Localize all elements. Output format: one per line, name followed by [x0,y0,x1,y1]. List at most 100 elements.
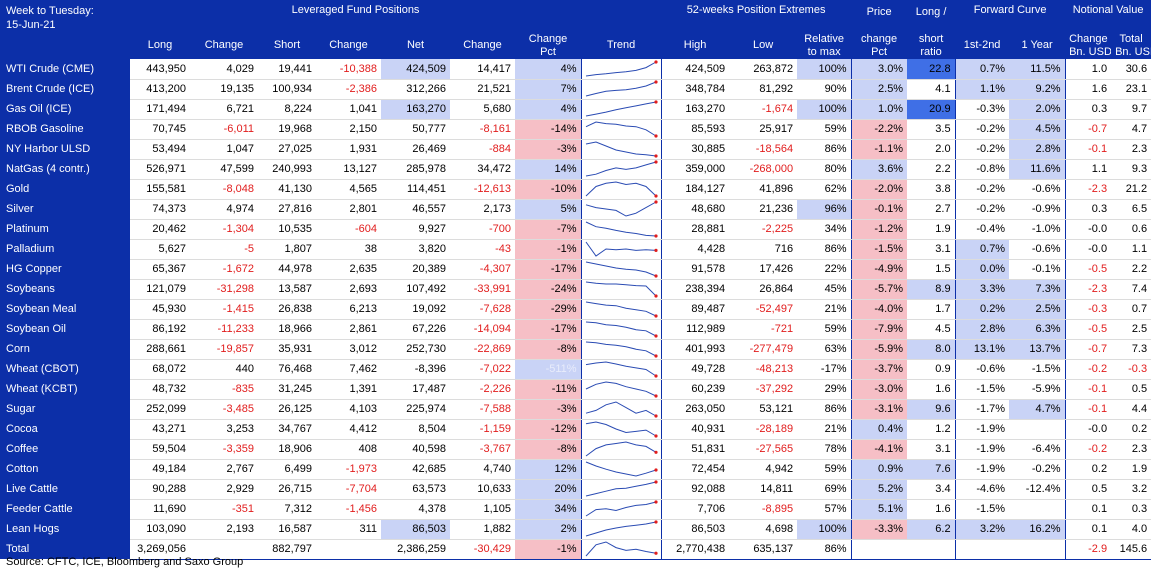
cell-chg3: -3,767 [450,439,515,460]
cell-price: 3.6% [850,159,908,180]
cell-low: -1,674 [729,99,798,120]
trend-cell [580,439,662,460]
cell-pct: -29% [515,299,582,320]
sparkline-line [585,541,657,557]
cell-chg2: 6,213 [316,299,381,320]
cell-chg: -5 [190,239,258,260]
cell-nv1: 1.6 [1064,79,1112,100]
cell-rel: 59% [797,119,852,140]
cell-chg2: 4,412 [316,419,381,440]
cell-short: 1,807 [258,239,316,260]
cell-short: 34,767 [258,419,316,440]
cell-price: 5.1% [850,499,908,520]
cell-low: 53,121 [729,398,798,420]
cell-short: 26,715 [258,478,316,500]
cell-pct: -511% [515,359,582,380]
cell-chg3: 34,472 [450,159,515,180]
cell-high: 348,784 [660,79,730,100]
cell-long: 413,200 [130,79,190,100]
cell-fc2: -5.9% [1009,379,1066,400]
cell-pct: -3% [515,398,582,420]
cell-long: 121,079 [130,278,190,300]
cell-chg2: 4,565 [316,178,381,200]
cell-pct: -1% [515,239,582,260]
cell-short: 27,816 [258,199,316,220]
commodity-name: Gas Oil (ICE) [0,99,130,119]
cell-pct: -11% [515,379,582,400]
cell-long: 526,971 [130,159,190,180]
trend-sparkline [585,541,658,557]
sparkline-line [585,361,657,377]
cell-chg: -835 [190,379,258,400]
cell-short: 882,797 [258,538,316,560]
col-low: Low [729,32,798,59]
cell-ls: 4.1 [907,79,956,100]
cell-chg3: 21,521 [450,79,515,100]
cell-fc2: 6.3% [1009,319,1066,340]
sparkline-line [585,461,657,477]
cell-rel: 57% [797,499,852,520]
cell-nv2: 2.2 [1111,259,1151,280]
trend-sparkline [585,461,658,477]
cell-low: 26,864 [729,278,798,300]
cell-chg: 440 [190,359,258,380]
cell-chg3: -4,307 [450,259,515,280]
cell-short: 16,587 [258,519,316,540]
cell-pct: -8% [515,339,582,360]
cell-fc1: 0.7% [954,239,1010,260]
cell-chg: 4,029 [190,59,258,80]
cell-chg2: 408 [316,439,381,460]
cell-chg: -19,857 [190,339,258,360]
sparkline-line [585,221,657,237]
cell-net: 86,503 [381,519,450,540]
trend-cell [580,419,662,440]
sparkline-line [585,121,657,137]
cell-low: 4,942 [729,459,798,480]
cell-fc1: -1.9% [954,419,1010,440]
cell-high: 51,831 [660,439,730,460]
trend-sparkline [585,261,658,278]
commodity-name: Sugar [0,398,130,419]
cell-fc1: 2.8% [954,319,1010,340]
cell-ls [907,538,956,560]
cell-price: -5.7% [850,278,908,300]
sparkline-endpoint [654,468,658,472]
cell-short: 27,025 [258,139,316,160]
table-row: HG Copper 65,367 -1,672 44,978 2,635 20,389 -4… [0,259,1151,280]
cell-fc2: -0.1% [1009,259,1066,280]
col-price-title: Price [851,0,908,32]
cell-ls: 8.0 [907,339,956,360]
cell-chg: -1,672 [190,259,258,280]
cell-chg2: 2,801 [316,199,381,220]
cell-nv2: 0.7 [1111,299,1151,320]
cell-chg: 2,767 [190,459,258,480]
cell-high: 30,885 [660,139,730,160]
table-row: Gold 155,581 -8,048 41,130 4,565 114,451 -12,6… [0,178,1151,200]
cell-rel: -17% [797,359,852,380]
cell-fc1: -1.5% [954,379,1010,400]
cell-long: 20,462 [130,219,190,240]
cell-net: 424,509 [381,59,450,80]
cell-ls: 1.5 [907,259,956,280]
cell-long: 3,269,056 [130,538,190,560]
cell-high: 89,487 [660,299,730,320]
cell-long: 252,099 [130,398,190,420]
cell-pct: -8% [515,439,582,460]
cell-fc2: 4.7% [1009,398,1066,420]
cell-nv2: 9.3 [1111,159,1151,180]
commodity-name: HG Copper [0,259,130,279]
cell-low: -48,213 [729,359,798,380]
cell-rel: 100% [797,59,852,80]
cell-rel: 22% [797,259,852,280]
cell-short: 44,978 [258,259,316,280]
sparkline-endpoint [654,520,658,524]
cell-nv2: 21.2 [1111,178,1151,200]
group-forward-curve: Forward Curve [955,0,1066,32]
cell-nv1: 1.0 [1064,59,1112,80]
table-row: Wheat (CBOT) 68,072 440 76,468 7,462 -8,396 -7… [0,359,1151,380]
cell-high: 163,270 [660,99,730,120]
cell-rel: 80% [797,159,852,180]
cell-nv1: -0.2 [1064,439,1112,460]
sparkline-endpoint [654,374,658,378]
cell-long: 45,930 [130,299,190,320]
